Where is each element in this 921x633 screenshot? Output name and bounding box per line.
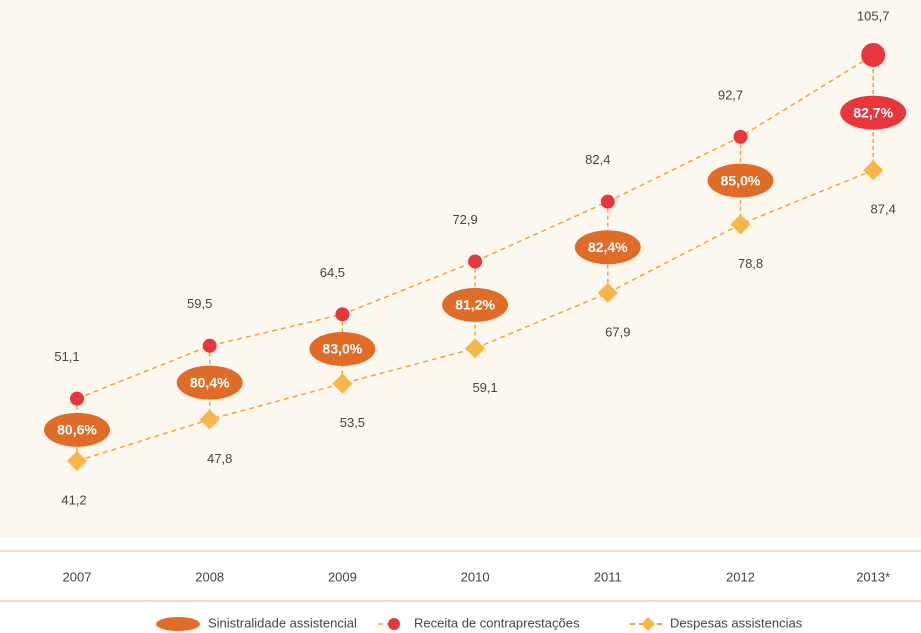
x-tick-label: 2012: [726, 569, 755, 584]
value-label: 87,4: [871, 202, 896, 217]
value-label: 41,2: [61, 492, 86, 507]
value-label: 64,5: [320, 265, 345, 280]
point: [730, 214, 751, 235]
ratio-badge: [44, 412, 110, 447]
x-tick-label: 2009: [328, 569, 357, 584]
point: [861, 43, 886, 67]
point: [67, 451, 87, 471]
point: [70, 391, 84, 406]
plot-background: [0, 0, 921, 537]
point: [465, 338, 486, 359]
legend-swatch: [388, 618, 400, 630]
point: [202, 338, 217, 353]
ratio-badge: [176, 365, 243, 400]
value-label: 105,7: [857, 8, 890, 23]
ratio-label: 81,2%: [455, 297, 495, 313]
ratio-label: 85,0%: [721, 172, 761, 188]
value-label: 59,1: [472, 380, 497, 395]
value-label: 59,5: [187, 296, 212, 311]
ratio-badge: [574, 230, 641, 265]
point: [597, 282, 618, 303]
value-label: 92,7: [718, 87, 743, 102]
ratio-label: 83,0%: [323, 341, 363, 357]
point: [863, 160, 884, 181]
ratio-label: 80,6%: [57, 422, 97, 438]
ratio-badge: [309, 331, 376, 366]
legend-label: Receita de contraprestações: [414, 615, 580, 630]
x-tick-label: 2010: [461, 569, 490, 584]
ratio-label: 80,4%: [190, 374, 230, 390]
legend-swatch: [156, 617, 200, 631]
x-tick-label: 2007: [63, 569, 92, 584]
ratio-badge: [442, 287, 509, 322]
point: [199, 409, 220, 430]
ratio-label: 82,7%: [853, 104, 893, 120]
legend-label: Despesas assistencias: [670, 615, 803, 630]
x-tick-label: 2008: [195, 569, 224, 584]
ratio-badge: [707, 163, 774, 198]
value-label: 82,4: [585, 152, 610, 167]
point: [600, 194, 615, 209]
legend-label: Sinistralidade assistencial: [208, 615, 357, 630]
value-label: 72,9: [452, 212, 477, 227]
value-label: 53,5: [340, 415, 365, 430]
ratio-label: 82,4%: [588, 239, 628, 255]
point: [733, 129, 748, 144]
value-label: 67,9: [605, 324, 630, 339]
value-label: 47,8: [207, 451, 232, 466]
legend-swatch: [641, 617, 655, 631]
value-label: 51,1: [54, 349, 79, 364]
x-tick-label: 2011: [594, 569, 622, 584]
point: [468, 254, 483, 269]
value-label: 78,8: [738, 256, 763, 271]
point: [335, 307, 350, 322]
ratio-badge: [840, 95, 907, 130]
point: [332, 373, 353, 394]
x-tick-label: 2013*: [856, 569, 890, 584]
